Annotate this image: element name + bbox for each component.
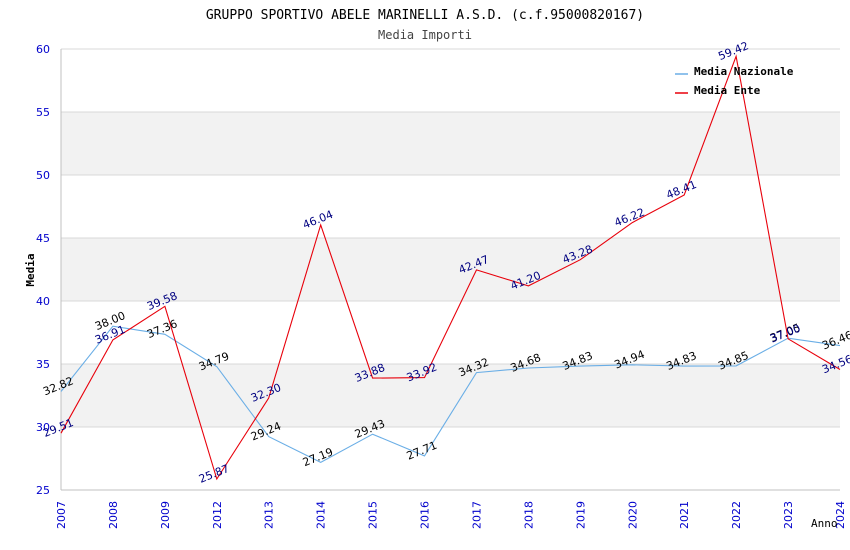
data-label-media-ente: 25.87 [197,462,231,486]
data-label-media-ente: 29.51 [41,416,75,440]
x-tick-label: 2013 [263,501,276,529]
y-tick-label: 55 [36,106,50,119]
x-tick-label: 2020 [626,501,639,529]
x-tick-label: 2024 [834,501,847,529]
x-tick-label: 2015 [367,501,380,529]
data-label-media-nazionale: 27.19 [301,445,335,469]
band-40 [61,238,840,301]
data-label-media-ente: 48.41 [664,178,698,202]
legend-label-media-ente: Media Ente [694,84,761,97]
series-line-media-nazionale [60,325,841,464]
chart-title: GRUPPO SPORTIVO ABELE MARINELLI A.S.D. (… [206,8,644,23]
y-tick-label: 35 [36,358,50,371]
x-tick-label: 2022 [730,501,743,529]
data-label-media-ente: 46.22 [613,206,647,230]
y-tick-label: 40 [36,295,50,308]
band-30 [61,364,840,427]
y-tick-label: 45 [36,232,50,245]
data-label-media-nazionale: 27.71 [405,439,439,463]
gridlines [61,48,840,491]
y-tick-label: 50 [36,169,50,182]
x-tick-label: 2018 [522,501,535,529]
legend-label-media-nazionale: Media Nazionale [694,65,794,78]
y-tick-labels: 25 30 35 40 45 50 55 60 [36,43,50,497]
series-lines [60,54,841,481]
legend: Media Nazionale Media Ente [675,65,794,97]
x-tick-label: 2014 [315,501,328,529]
y-tick-label: 25 [36,484,50,497]
chart-subtitle: Media Importi [378,28,472,42]
data-label-media-ente: 59.42 [716,39,750,63]
background-bands [61,112,840,427]
band-50 [61,112,840,175]
series-line-media-ente [60,54,841,481]
x-tick-label: 2019 [574,501,587,529]
x-tick-labels: 2007 2008 2009 2012 2013 2014 2015 2016 2017 2018… [55,501,847,529]
data-label-media-ente: 46.04 [301,208,335,232]
y-tick-label: 60 [36,43,50,56]
axes [60,49,840,491]
x-tick-label: 2021 [678,501,691,529]
y-tick-label: 30 [36,421,50,434]
x-tick-label: 2016 [419,501,432,529]
y-axis-label: Media [24,253,37,286]
x-tick-label: 2009 [159,501,172,529]
x-tick-label: 2023 [782,501,795,529]
x-tick-label: 2007 [55,501,68,529]
x-axis-label: Anno [811,517,838,530]
x-tick-label: 2012 [211,501,224,529]
x-tick-label: 2017 [470,501,483,529]
x-tick-label: 2008 [107,501,120,529]
data-label-media-nazionale: 36.46 [820,329,850,353]
